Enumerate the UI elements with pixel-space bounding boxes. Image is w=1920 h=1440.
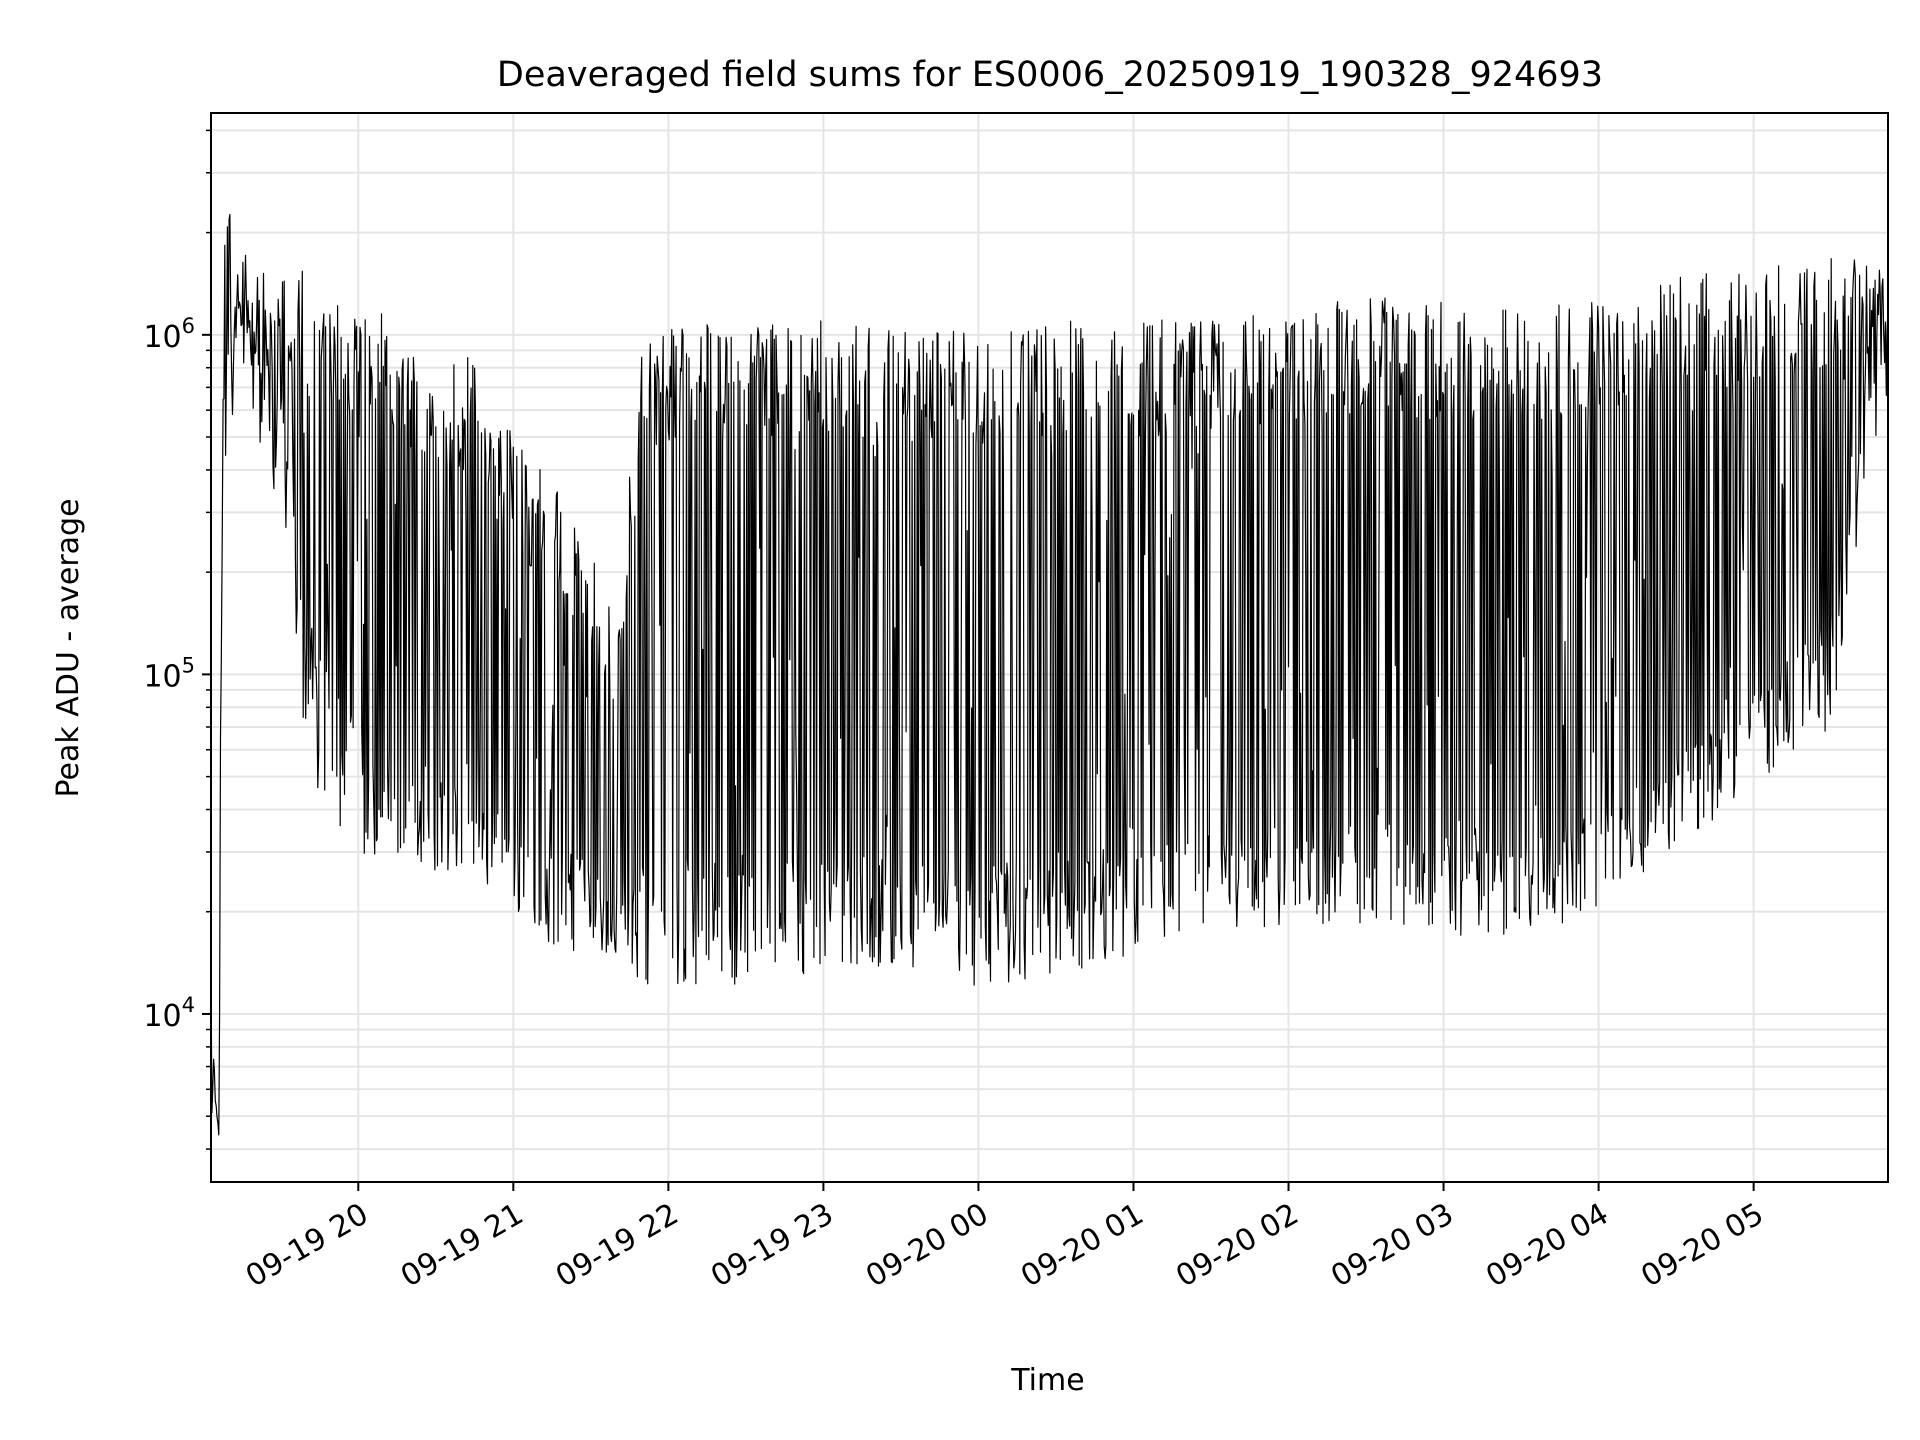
y-tick-label: 104 xyxy=(143,993,195,1034)
series-line xyxy=(210,213,1889,1136)
y-tick-label: 105 xyxy=(143,653,195,694)
plot-area-frame xyxy=(210,112,1889,1183)
chart-title: Deaveraged field sums for ES0006_2025091… xyxy=(497,55,1603,95)
y-tick-label: 106 xyxy=(143,314,195,355)
data-series xyxy=(210,213,1889,1136)
y-axis-label: Peak ADU - average xyxy=(51,498,86,797)
x-axis-label: Time xyxy=(1010,1363,1084,1398)
